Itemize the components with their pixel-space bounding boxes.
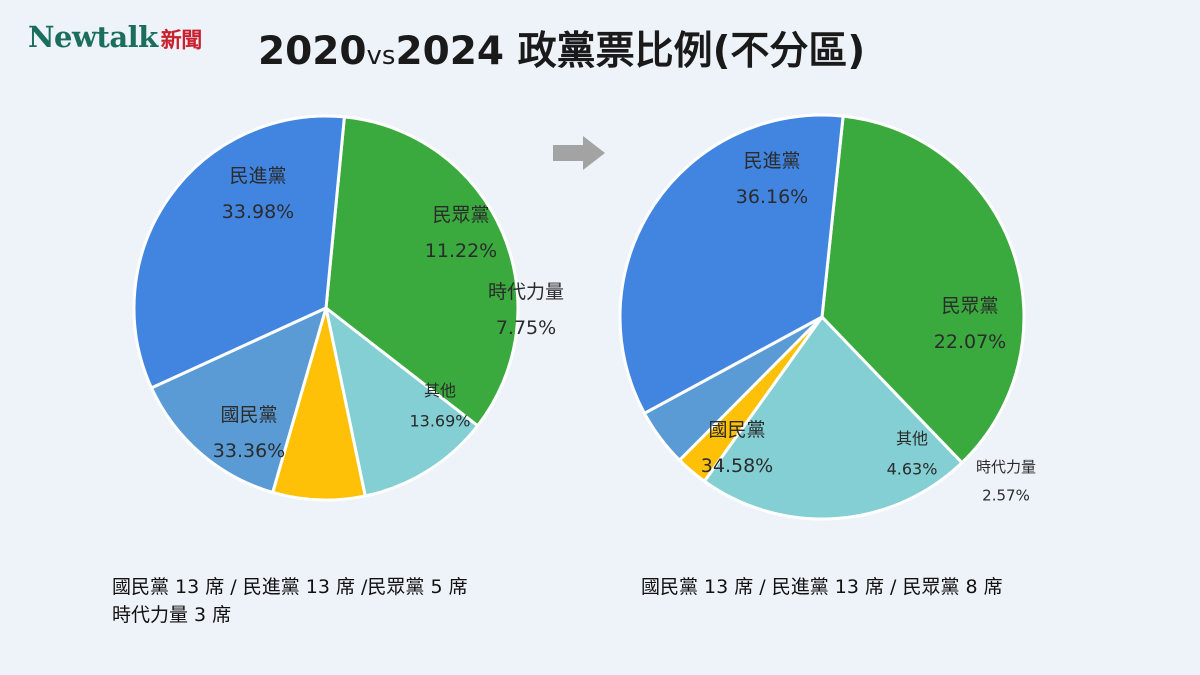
slice-pct-2020-2: 7.75% — [496, 317, 556, 339]
arrow-right-icon — [553, 136, 605, 170]
slice-label-2020-1: 民眾黨 — [432, 204, 489, 226]
pie-slice-2024-4 — [618, 113, 845, 415]
slice-label-2020-2: 時代力量 — [488, 281, 564, 303]
pie-slice-2020-4 — [132, 114, 346, 390]
slice-pct-2020-4: 33.36% — [213, 440, 285, 462]
title-rest: 2024 政黨票比例(不分區) — [395, 29, 866, 74]
title-vs: vs — [366, 41, 396, 71]
seats-note-2020-line2: 時代力量 3 席 — [112, 604, 232, 626]
pie-slice-2020-3 — [149, 306, 328, 494]
slice-label-2024-3: 其他 — [896, 429, 928, 448]
slice-pct-2020-1: 11.22% — [425, 240, 497, 262]
title-year-2020: 2020 — [258, 29, 367, 74]
slice-label-2024-1: 民眾黨 — [941, 295, 998, 317]
seats-note-2020: 國民黨 13 席 / 民進黨 13 席 /民眾黨 5 席 時代力量 3 席 — [112, 573, 468, 629]
pie-chart-2020: 民進黨 33.98% 民眾黨 11.22% 時代力量 7.75% 其他 13.69% 國民黨 33… — [132, 114, 564, 502]
slice-label-2020-3: 其他 — [424, 381, 456, 400]
pie-slice-2020-1 — [324, 306, 480, 498]
seats-note-2020-line1: 國民黨 13 席 / 民進黨 13 席 /民眾黨 5 席 — [112, 576, 468, 598]
seats-note-2024-line1: 國民黨 13 席 / 民進黨 13 席 / 民眾黨 8 席 — [641, 576, 1003, 598]
slice-pct-2024-1: 22.07% — [934, 331, 1006, 353]
slice-pct-2024-3: 4.63% — [887, 459, 938, 478]
slice-pct-2024-4: 34.58% — [701, 455, 773, 477]
slice-label-2024-2: 時代力量 — [976, 458, 1036, 476]
brand-cjk: 新聞 — [160, 27, 203, 52]
slice-label-2020-4: 國民黨 — [220, 404, 277, 426]
page-title: 2020vs2024 政黨票比例(不分區) — [258, 20, 865, 76]
slice-pct-2024-2: 2.57% — [982, 487, 1030, 505]
brand-name: Newtalk — [28, 20, 158, 54]
slice-label-2024-4: 國民黨 — [708, 419, 765, 441]
slice-pct-2020-3: 13.69% — [409, 411, 470, 430]
slice-label-2024-0: 民進黨 — [743, 150, 800, 172]
newtalk-logo: Newtalk 新聞 — [28, 20, 202, 54]
slice-pct-2024-0: 36.16% — [736, 186, 808, 208]
seats-note-2024: 國民黨 13 席 / 民進黨 13 席 / 民眾黨 8 席 — [641, 573, 1003, 601]
pie-chart-2024: 民進黨 36.16% 民眾黨 22.07% 時代力量 2.57% 其他 4.63% 國民黨 34.… — [618, 113, 1036, 521]
pie-slice-2020-2 — [271, 306, 367, 502]
pie-slice-2024-1 — [702, 315, 964, 521]
pie-slice-2024-0 — [820, 114, 1026, 465]
slice-label-2020-0: 民進黨 — [229, 165, 286, 187]
slice-pct-2020-0: 33.98% — [222, 201, 294, 223]
pie-slice-2020-0 — [324, 115, 520, 428]
